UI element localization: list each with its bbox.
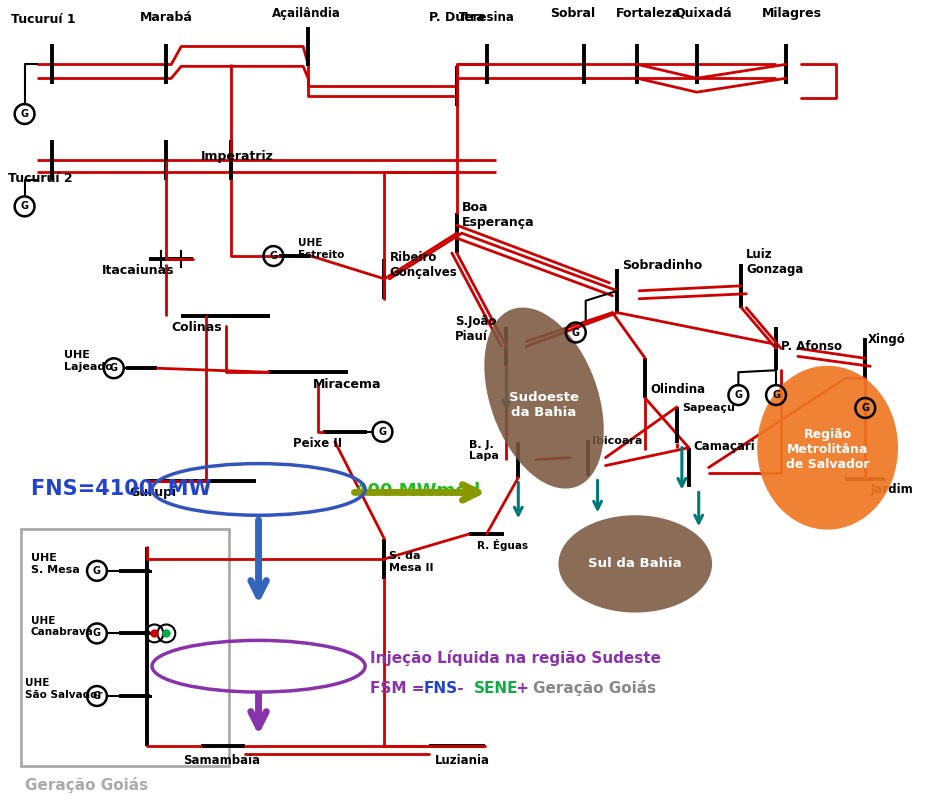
Text: Tucuruí 2: Tucuruí 2 bbox=[7, 172, 72, 185]
Ellipse shape bbox=[757, 366, 898, 530]
Text: Peixe II: Peixe II bbox=[293, 437, 342, 450]
Text: Geração Goiás: Geração Goiás bbox=[533, 680, 656, 696]
Text: Fortaleza: Fortaleza bbox=[616, 6, 680, 19]
Text: Imperatriz: Imperatriz bbox=[201, 150, 273, 163]
Text: FNS=4100  MW: FNS=4100 MW bbox=[31, 479, 211, 500]
Text: Teresina: Teresina bbox=[459, 11, 514, 24]
Text: UHE
Canabrava: UHE Canabrava bbox=[31, 616, 94, 637]
Text: UHE
São Salvador: UHE São Salvador bbox=[25, 678, 102, 700]
Text: G: G bbox=[93, 566, 101, 576]
Ellipse shape bbox=[484, 307, 603, 488]
Text: G: G bbox=[861, 403, 870, 413]
Text: SENE: SENE bbox=[474, 680, 518, 696]
Text: R. Éguas: R. Éguas bbox=[476, 539, 527, 551]
Text: G: G bbox=[20, 201, 29, 212]
Text: Sul da Bahia: Sul da Bahia bbox=[589, 557, 682, 570]
Text: Sapeaçu: Sapeaçu bbox=[682, 403, 735, 413]
Text: Sobral: Sobral bbox=[550, 6, 595, 19]
Text: Camaçari: Camaçari bbox=[693, 440, 756, 453]
Text: B. J.
Lapa: B. J. Lapa bbox=[469, 440, 499, 461]
Text: Injeção Líquida na região Sudeste: Injeção Líquida na região Sudeste bbox=[370, 650, 661, 667]
Text: Região
Metrolitâna
de Salvador: Região Metrolitâna de Salvador bbox=[786, 428, 870, 471]
Text: UHE
S. Mesa: UHE S. Mesa bbox=[31, 553, 80, 574]
Text: S. da
Mesa II: S. da Mesa II bbox=[389, 551, 434, 573]
Text: Itacaiunas: Itacaiunas bbox=[102, 264, 174, 277]
Text: FSM =: FSM = bbox=[370, 680, 429, 696]
Text: G: G bbox=[734, 390, 743, 400]
Text: Olindina: Olindina bbox=[650, 383, 705, 396]
Text: UHE
Lajeado: UHE Lajeado bbox=[64, 350, 113, 372]
Text: Tucuruí 1: Tucuruí 1 bbox=[11, 13, 75, 26]
Text: G: G bbox=[572, 328, 579, 337]
Text: Gurupi: Gurupi bbox=[130, 487, 177, 500]
Text: Milagres: Milagres bbox=[762, 6, 822, 19]
Text: +: + bbox=[512, 680, 535, 696]
Text: G: G bbox=[20, 109, 29, 119]
Text: Quixadá: Quixadá bbox=[674, 6, 731, 19]
Text: G: G bbox=[109, 363, 118, 373]
Text: Ribeiro
Gonçalves: Ribeiro Gonçalves bbox=[389, 251, 457, 279]
Text: Samambaia: Samambaia bbox=[184, 753, 260, 766]
Text: G: G bbox=[93, 629, 101, 638]
Text: Luiz
Gonzaga: Luiz Gonzaga bbox=[746, 248, 804, 276]
Text: Geração Goiás: Geração Goiás bbox=[25, 778, 147, 793]
Ellipse shape bbox=[558, 515, 712, 612]
Text: G: G bbox=[378, 427, 387, 437]
Text: G: G bbox=[93, 691, 101, 701]
Text: Xingó: Xingó bbox=[869, 333, 906, 346]
FancyBboxPatch shape bbox=[20, 529, 229, 766]
Text: Ibicoara: Ibicoara bbox=[591, 436, 642, 446]
Text: G: G bbox=[270, 251, 277, 261]
Text: S.João
Piauí: S.João Piauí bbox=[455, 315, 496, 342]
Text: FNS: FNS bbox=[425, 680, 458, 696]
Text: Miracema: Miracema bbox=[313, 378, 382, 391]
Text: Luziania: Luziania bbox=[435, 753, 490, 766]
Text: G: G bbox=[772, 390, 780, 400]
Text: 400 MWmed: 400 MWmed bbox=[355, 483, 480, 500]
Text: P. Dutra: P. Dutra bbox=[429, 11, 485, 24]
Text: Açailândia: Açailândia bbox=[273, 6, 341, 19]
Text: Colinas: Colinas bbox=[171, 320, 222, 333]
Text: Marabá: Marabá bbox=[140, 11, 193, 24]
Text: Boa
Esperança: Boa Esperança bbox=[462, 201, 534, 230]
Text: -: - bbox=[451, 680, 469, 696]
Text: Sudoeste
da Bahia: Sudoeste da Bahia bbox=[509, 391, 579, 419]
Text: Sobradinho: Sobradinho bbox=[622, 259, 703, 272]
Text: Jardim: Jardim bbox=[870, 483, 913, 496]
Text: P. Afonso: P. Afonso bbox=[781, 341, 842, 354]
Text: UHE
Estreito: UHE Estreito bbox=[298, 238, 345, 260]
